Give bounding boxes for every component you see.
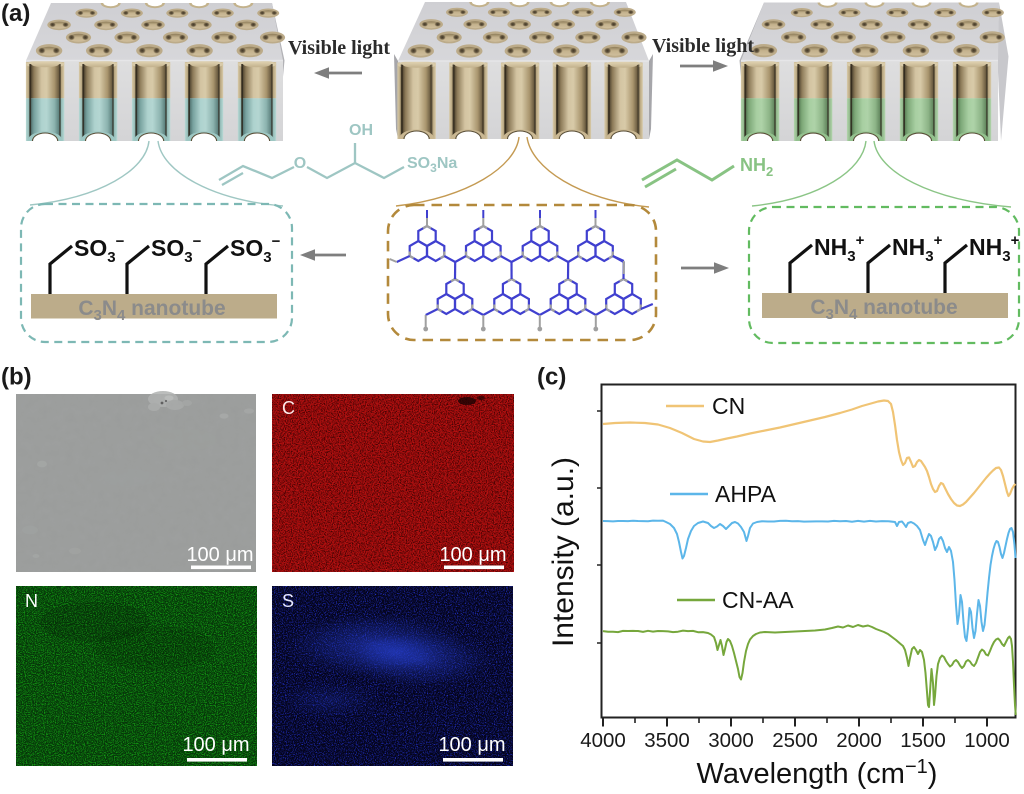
svg-text:(b): (b): [1, 364, 32, 391]
svg-text:N: N: [25, 591, 38, 611]
svg-text:(c): (c): [537, 364, 566, 391]
svg-text:Visible light: Visible light: [288, 37, 390, 59]
svg-text:AHPA: AHPA: [715, 481, 777, 507]
svg-text:OH: OH: [349, 122, 373, 139]
svg-text:(a): (a): [1, 0, 30, 27]
svg-text:SO3Na: SO3Na: [407, 155, 457, 175]
svg-text:Intensity (a.u.): Intensity (a.u.): [547, 457, 580, 647]
svg-text:C3N4 nanotube: C3N4 nanotube: [810, 296, 957, 323]
svg-text:100 μm: 100 μm: [438, 734, 505, 756]
svg-text:CN: CN: [712, 393, 745, 419]
svg-text:100 μm: 100 μm: [186, 544, 253, 566]
svg-text:Wavelength (cm−1): Wavelength (cm−1): [697, 756, 938, 790]
svg-text:1000: 1000: [964, 729, 1010, 752]
svg-text:CN-AA: CN-AA: [722, 587, 794, 613]
svg-text:2500: 2500: [772, 729, 818, 752]
svg-text:4000: 4000: [580, 729, 626, 752]
svg-text:3500: 3500: [644, 729, 690, 752]
svg-text:1500: 1500: [900, 729, 946, 752]
svg-text:2000: 2000: [836, 729, 882, 752]
svg-text:3000: 3000: [708, 729, 754, 752]
svg-text:100 μm: 100 μm: [182, 734, 249, 756]
svg-text:O: O: [294, 155, 306, 172]
svg-text:C3N4 nanotube: C3N4 nanotube: [78, 297, 225, 324]
svg-text:C: C: [282, 398, 295, 418]
svg-text:100 μm: 100 μm: [439, 544, 506, 566]
svg-text:NH3+: NH3+: [969, 232, 1020, 265]
svg-text:Visible light: Visible light: [652, 35, 754, 57]
svg-text:S: S: [282, 591, 294, 611]
